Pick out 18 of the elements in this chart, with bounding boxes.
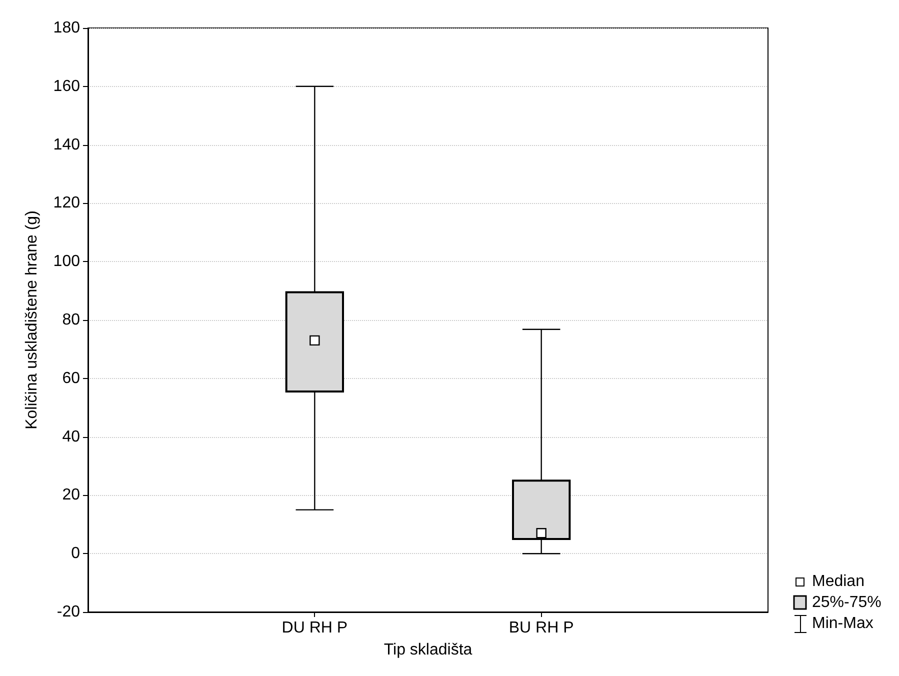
y-tick-label: 160: [53, 78, 80, 95]
y-tick-label: -20: [56, 604, 80, 620]
y-tick-label: 140: [53, 136, 80, 154]
x-tick-label: BU RH P: [508, 620, 574, 636]
y-tick-label: 80: [62, 312, 80, 328]
y-tick-label: 60: [62, 370, 80, 387]
y-axis-title: Količina uskladištene hrane (g): [24, 210, 40, 430]
x-axis-title: Tip skladišta: [384, 642, 472, 658]
y-tick-label: 20: [62, 486, 80, 504]
y-tick-label: 100: [53, 253, 80, 270]
y-tick-label: 40: [62, 428, 80, 446]
x-tick-label: DU RH P: [282, 620, 348, 636]
text: Min-Max: [812, 614, 874, 632]
y-tick-label: 180: [53, 20, 80, 36]
text: Median: [812, 572, 864, 590]
legend-label: 25%-75%: [812, 594, 882, 612]
y-tick-label: 0: [71, 545, 80, 562]
y-tick-label: 120: [53, 194, 80, 212]
